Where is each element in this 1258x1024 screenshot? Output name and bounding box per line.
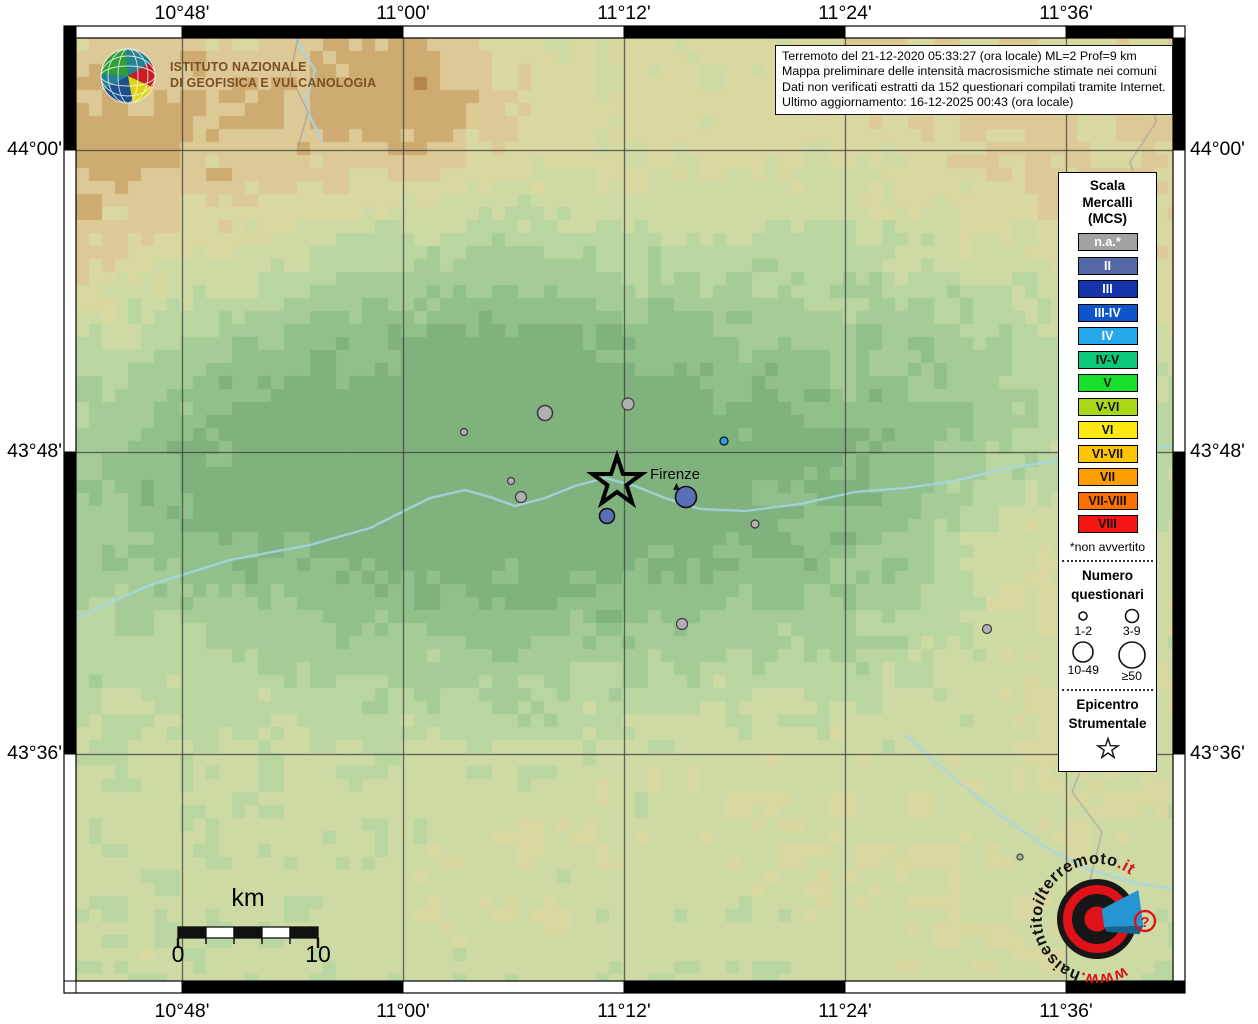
terrain-canvas <box>76 38 1173 981</box>
legend-title-line3: (MCS) <box>1088 211 1127 226</box>
frame-corner <box>63 980 77 994</box>
intensity-box-VI: VI <box>1077 421 1138 439</box>
size-legend-label: ≥50 <box>1121 669 1142 683</box>
axis-label-top-4: 11°36' <box>1039 2 1093 24</box>
legend-divider-2 <box>1062 689 1153 691</box>
frame-corner <box>1172 25 1186 39</box>
event-info-line4: Ultimo aggiornamento: 16-12-2025 00:43 (… <box>782 95 1074 110</box>
size-legend-label: 1-2 <box>1074 624 1093 638</box>
legend-title-line2: Mercalli <box>1082 194 1133 210</box>
size-legend-title-line1: Numero <box>1081 568 1133 583</box>
intensity-box-VVI: V-VI <box>1077 397 1138 416</box>
ingv-title: ISTITUTO NAZIONALE DI GEOFISICA E VULCAN… <box>170 59 376 91</box>
frame-segment-bottom <box>75 980 183 994</box>
intensity-box-IV: IV <box>1077 327 1138 345</box>
intensity-box-na: n.a.* <box>1077 233 1138 251</box>
scalebar-end-label: 10 <box>305 941 331 967</box>
scalebar-unit-label: km <box>231 884 265 912</box>
event-info-line3: Dati non verificati estratti da 152 ques… <box>782 79 1166 94</box>
size-legend-title-line2: questionari <box>1071 587 1144 602</box>
size-circle-icon <box>1072 641 1095 663</box>
size-legend-label: 3-9 <box>1122 624 1141 638</box>
ingv-logo <box>100 48 156 104</box>
size-legend-grid: 1-2 3-9 10-49 ≥50 <box>1059 605 1156 683</box>
intensity-box-V: V <box>1077 374 1138 392</box>
axis-label-left-1: 43°48' <box>7 440 62 462</box>
legend-footnote: *non avvertito <box>1069 540 1146 554</box>
epicenter-star-icon <box>1095 736 1120 760</box>
frame-segment-top <box>623 25 846 39</box>
frame-segment-top <box>1065 25 1174 39</box>
frame-segment-bottom <box>623 980 846 994</box>
frame-segment-top <box>75 25 183 39</box>
frame-segment-left <box>63 753 77 982</box>
size-legend-item-2: 10-49 <box>1059 638 1108 683</box>
frame-segment-right <box>1172 149 1186 453</box>
axis-label-bottom-3: 11°24' <box>818 1000 872 1022</box>
axis-label-right-2: 43°36' <box>1190 742 1245 764</box>
frame-segment-bottom <box>181 980 404 994</box>
frame-segment-left <box>63 37 77 151</box>
scalebar-start-label: 0 <box>171 941 185 967</box>
city-label-firenze: Firenze <box>650 466 701 483</box>
axis-label-top-3: 11°24' <box>818 2 872 24</box>
question-mark-icon: ? <box>1140 914 1149 931</box>
frame-segment-right <box>1172 753 1186 982</box>
axis-label-left-2: 43°36' <box>7 742 62 764</box>
epicenter-star-wrap <box>1059 736 1156 767</box>
frame-segment-top <box>844 25 1067 39</box>
size-legend-item-3: ≥50 <box>1108 638 1157 683</box>
size-legend-label: 10-49 <box>1067 663 1099 677</box>
megaphone-icon <box>1101 889 1144 935</box>
event-info-line1: Terremoto del 21-12-2020 05:33:27 (ora l… <box>782 49 1137 63</box>
size-legend-item-0: 1-2 <box>1059 605 1108 638</box>
intensity-scale-list: n.a.* II III III-IV IV IV-V V V-VI VI VI-VII VII VI… <box>1059 233 1156 533</box>
legend-panel: Scala Mercalli (MCS) n.a.* II III III-IV IV I… <box>1058 172 1157 772</box>
axis-label-right-1: 43°48' <box>1190 440 1245 462</box>
size-circle-icon <box>1078 611 1089 621</box>
frame-segment-left <box>63 451 77 755</box>
intensity-box-III: III <box>1077 280 1138 298</box>
intensity-box-IIIIV: III-IV <box>1077 303 1138 322</box>
frame-segment-right <box>1172 451 1186 755</box>
axis-label-top-2: 11°12' <box>597 2 651 24</box>
axis-label-right-0: 44°00' <box>1190 138 1245 160</box>
legend-divider-1 <box>1062 560 1153 562</box>
size-circle-icon <box>1117 641 1146 669</box>
ingv-title-line2: DI GEOFISICA E VULCANOLOGIA <box>170 76 377 90</box>
intensity-box-VIII: VIII <box>1077 515 1138 533</box>
frame-segment-top <box>181 25 404 39</box>
event-info-line2: Mappa preliminare delle intensità macros… <box>782 64 1157 79</box>
frame-segment-right <box>1172 37 1186 151</box>
ingv-title-line1: ISTITUTO NAZIONALE <box>170 60 307 74</box>
intensity-box-VIIVIII: VII-VIII <box>1077 491 1138 510</box>
size-legend-item-1: 3-9 <box>1108 605 1157 638</box>
size-circle-icon <box>1124 608 1140 624</box>
event-info-box: Terremoto del 21-12-2020 05:33:27 (ora l… <box>775 45 1173 115</box>
legend-title-line1: Scala <box>1089 178 1126 193</box>
axis-label-top-0: 10°48' <box>154 2 210 24</box>
haisentito-target-icon: ? <box>1057 879 1157 959</box>
frame-segment-top <box>402 25 625 39</box>
frame-segment-bottom <box>402 980 625 994</box>
axis-label-bottom-0: 10°48' <box>154 1000 210 1022</box>
intensity-box-IVV: IV-V <box>1077 350 1138 369</box>
axis-label-bottom-4: 11°36' <box>1039 1000 1093 1022</box>
epicenter-title-line1: Epicentro <box>1076 697 1139 712</box>
intensity-box-VIVII: VI-VII <box>1077 444 1138 463</box>
axis-label-bottom-2: 11°12' <box>597 1000 651 1022</box>
frame-corner <box>63 25 77 39</box>
axis-label-left-0: 44°00' <box>7 138 62 160</box>
haisentito-logo: ? www.haisentitoilterremoto.it <box>1028 850 1157 989</box>
frame-segment-left <box>63 149 77 453</box>
intensity-box-VII: VII <box>1077 468 1138 486</box>
frame-corner <box>1172 980 1186 994</box>
axis-label-top-1: 11°00' <box>376 2 430 24</box>
axis-label-bottom-1: 11°00' <box>376 1000 430 1022</box>
epicenter-title-line2: Strumentale <box>1068 716 1147 731</box>
intensity-box-II: II <box>1077 256 1138 275</box>
